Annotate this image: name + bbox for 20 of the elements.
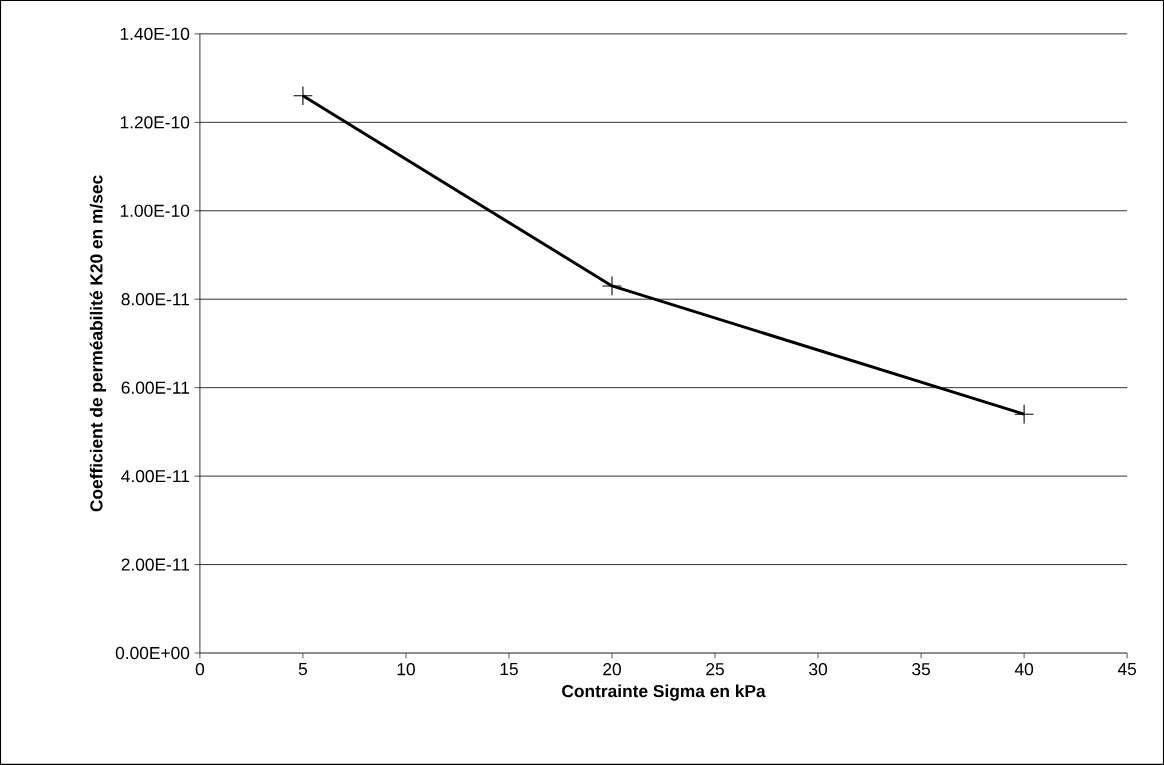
y-tick-label: 4.00E-11 [121, 470, 190, 483]
x-tick-label: 0 [195, 663, 205, 676]
x-tick-label: 10 [397, 663, 415, 676]
y-tick-label: 1.20E-10 [120, 116, 190, 129]
x-tick-label: 30 [809, 663, 828, 676]
y-tick-label: 1.00E-10 [120, 204, 190, 217]
y-axis-title: Coefficient de perméabilité K20 en m/sec [89, 175, 106, 512]
y-tick-label: 0.00E+00 [115, 646, 190, 660]
y-tick-label: 2.00E-11 [121, 558, 190, 571]
x-tick-label: 40 [1014, 663, 1034, 676]
x-tick-label: 5 [298, 663, 308, 676]
x-tick-label: 15 [500, 663, 518, 676]
y-tick-label: 8.00E-11 [121, 293, 190, 306]
x-tick-label: 45 [1117, 663, 1137, 676]
x-tick-label: 20 [603, 663, 621, 676]
x-axis-title: Contrainte Sigma en kPa [562, 684, 766, 701]
x-tick-label: 35 [912, 663, 930, 676]
y-tick-label: 1.40E-10 [120, 27, 190, 41]
y-tick-label: 6.00E-11 [121, 381, 190, 394]
x-tick-label: 25 [706, 663, 724, 676]
